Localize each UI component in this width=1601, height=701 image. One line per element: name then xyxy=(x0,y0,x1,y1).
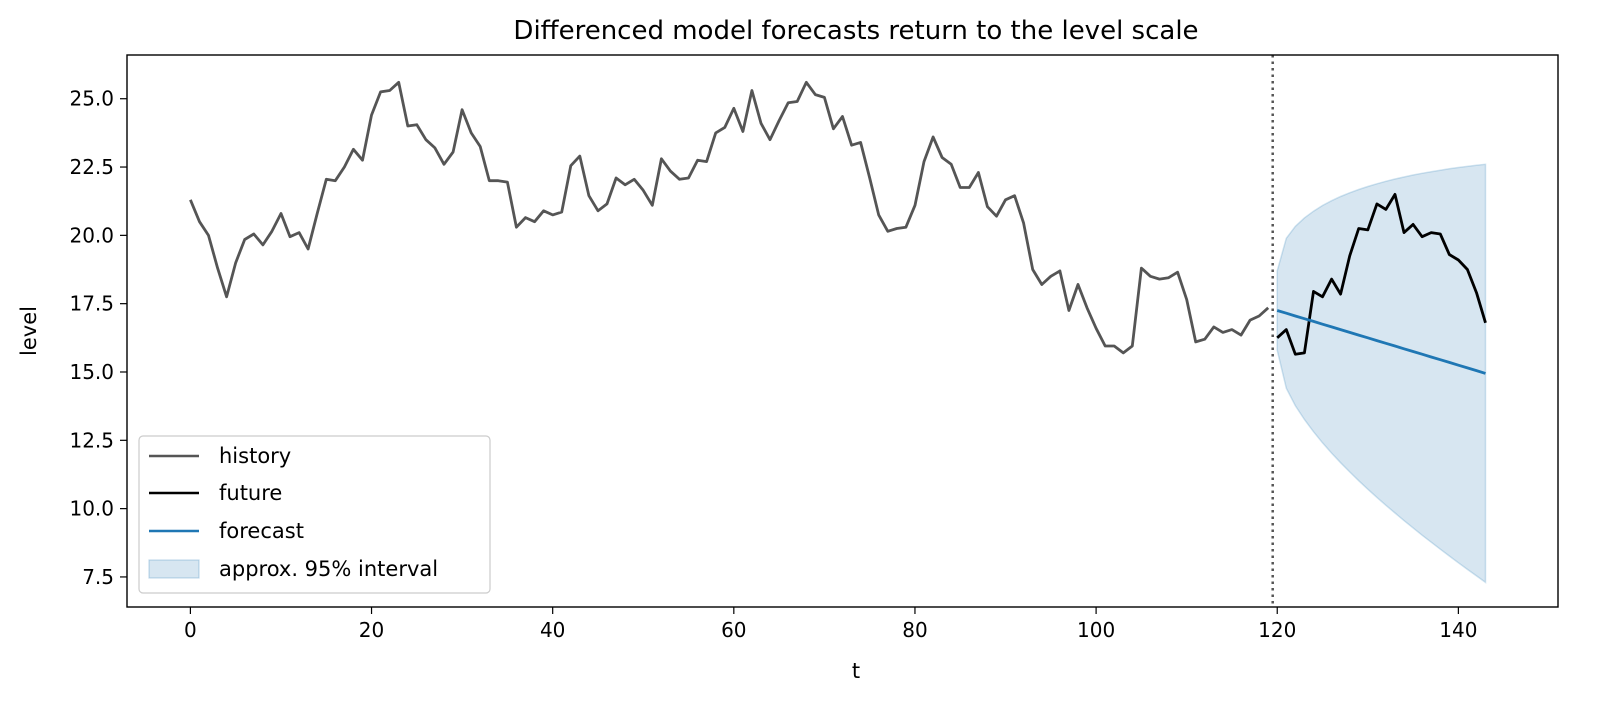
legend-forecast-label: forecast xyxy=(219,519,304,543)
x-tick-label: 120 xyxy=(1258,618,1296,642)
legend: history future forecast approx. 95% inte… xyxy=(138,435,491,594)
chart-title: Differenced model forecasts return to th… xyxy=(513,16,1198,46)
series-line-future xyxy=(1276,192,1487,356)
series-line-history xyxy=(189,80,1270,355)
y-tick-label: 7.5 xyxy=(82,565,114,589)
legend-interval-label: approx. 95% interval xyxy=(219,557,438,581)
plot-frame xyxy=(126,54,1559,608)
x-tick-label: 60 xyxy=(721,618,746,642)
x-tick-label: 20 xyxy=(359,618,384,642)
legend-future-label: future xyxy=(219,481,282,505)
y-tick-label: 20.0 xyxy=(69,223,114,247)
legend-box xyxy=(138,435,491,594)
y-tick-label: 15.0 xyxy=(69,360,114,384)
x-tick-label: 0 xyxy=(184,618,197,642)
legend-history-label: history xyxy=(219,444,291,468)
x-axis: 0 20 40 60 80 100 120 140 xyxy=(184,607,1477,642)
y-tick-label: 25.0 xyxy=(69,87,114,111)
x-tick-label: 80 xyxy=(902,618,927,642)
interval-band xyxy=(1276,163,1487,584)
y-tick-label: 17.5 xyxy=(69,292,114,316)
y-axis-label: level xyxy=(17,306,41,356)
x-tick-label: 40 xyxy=(540,618,565,642)
x-tick-label: 140 xyxy=(1439,618,1477,642)
y-axis: 7.5 10.0 12.5 15.0 17.5 20.0 22.5 25.0 xyxy=(69,87,127,589)
x-axis-label: t xyxy=(852,659,860,683)
y-tick-label: 10.0 xyxy=(69,497,114,521)
y-tick-label: 12.5 xyxy=(69,428,114,452)
y-tick-label: 22.5 xyxy=(69,155,114,179)
legend-interval-swatch xyxy=(148,559,200,579)
x-tick-label: 100 xyxy=(1077,618,1115,642)
series-line-forecast xyxy=(1276,309,1486,375)
